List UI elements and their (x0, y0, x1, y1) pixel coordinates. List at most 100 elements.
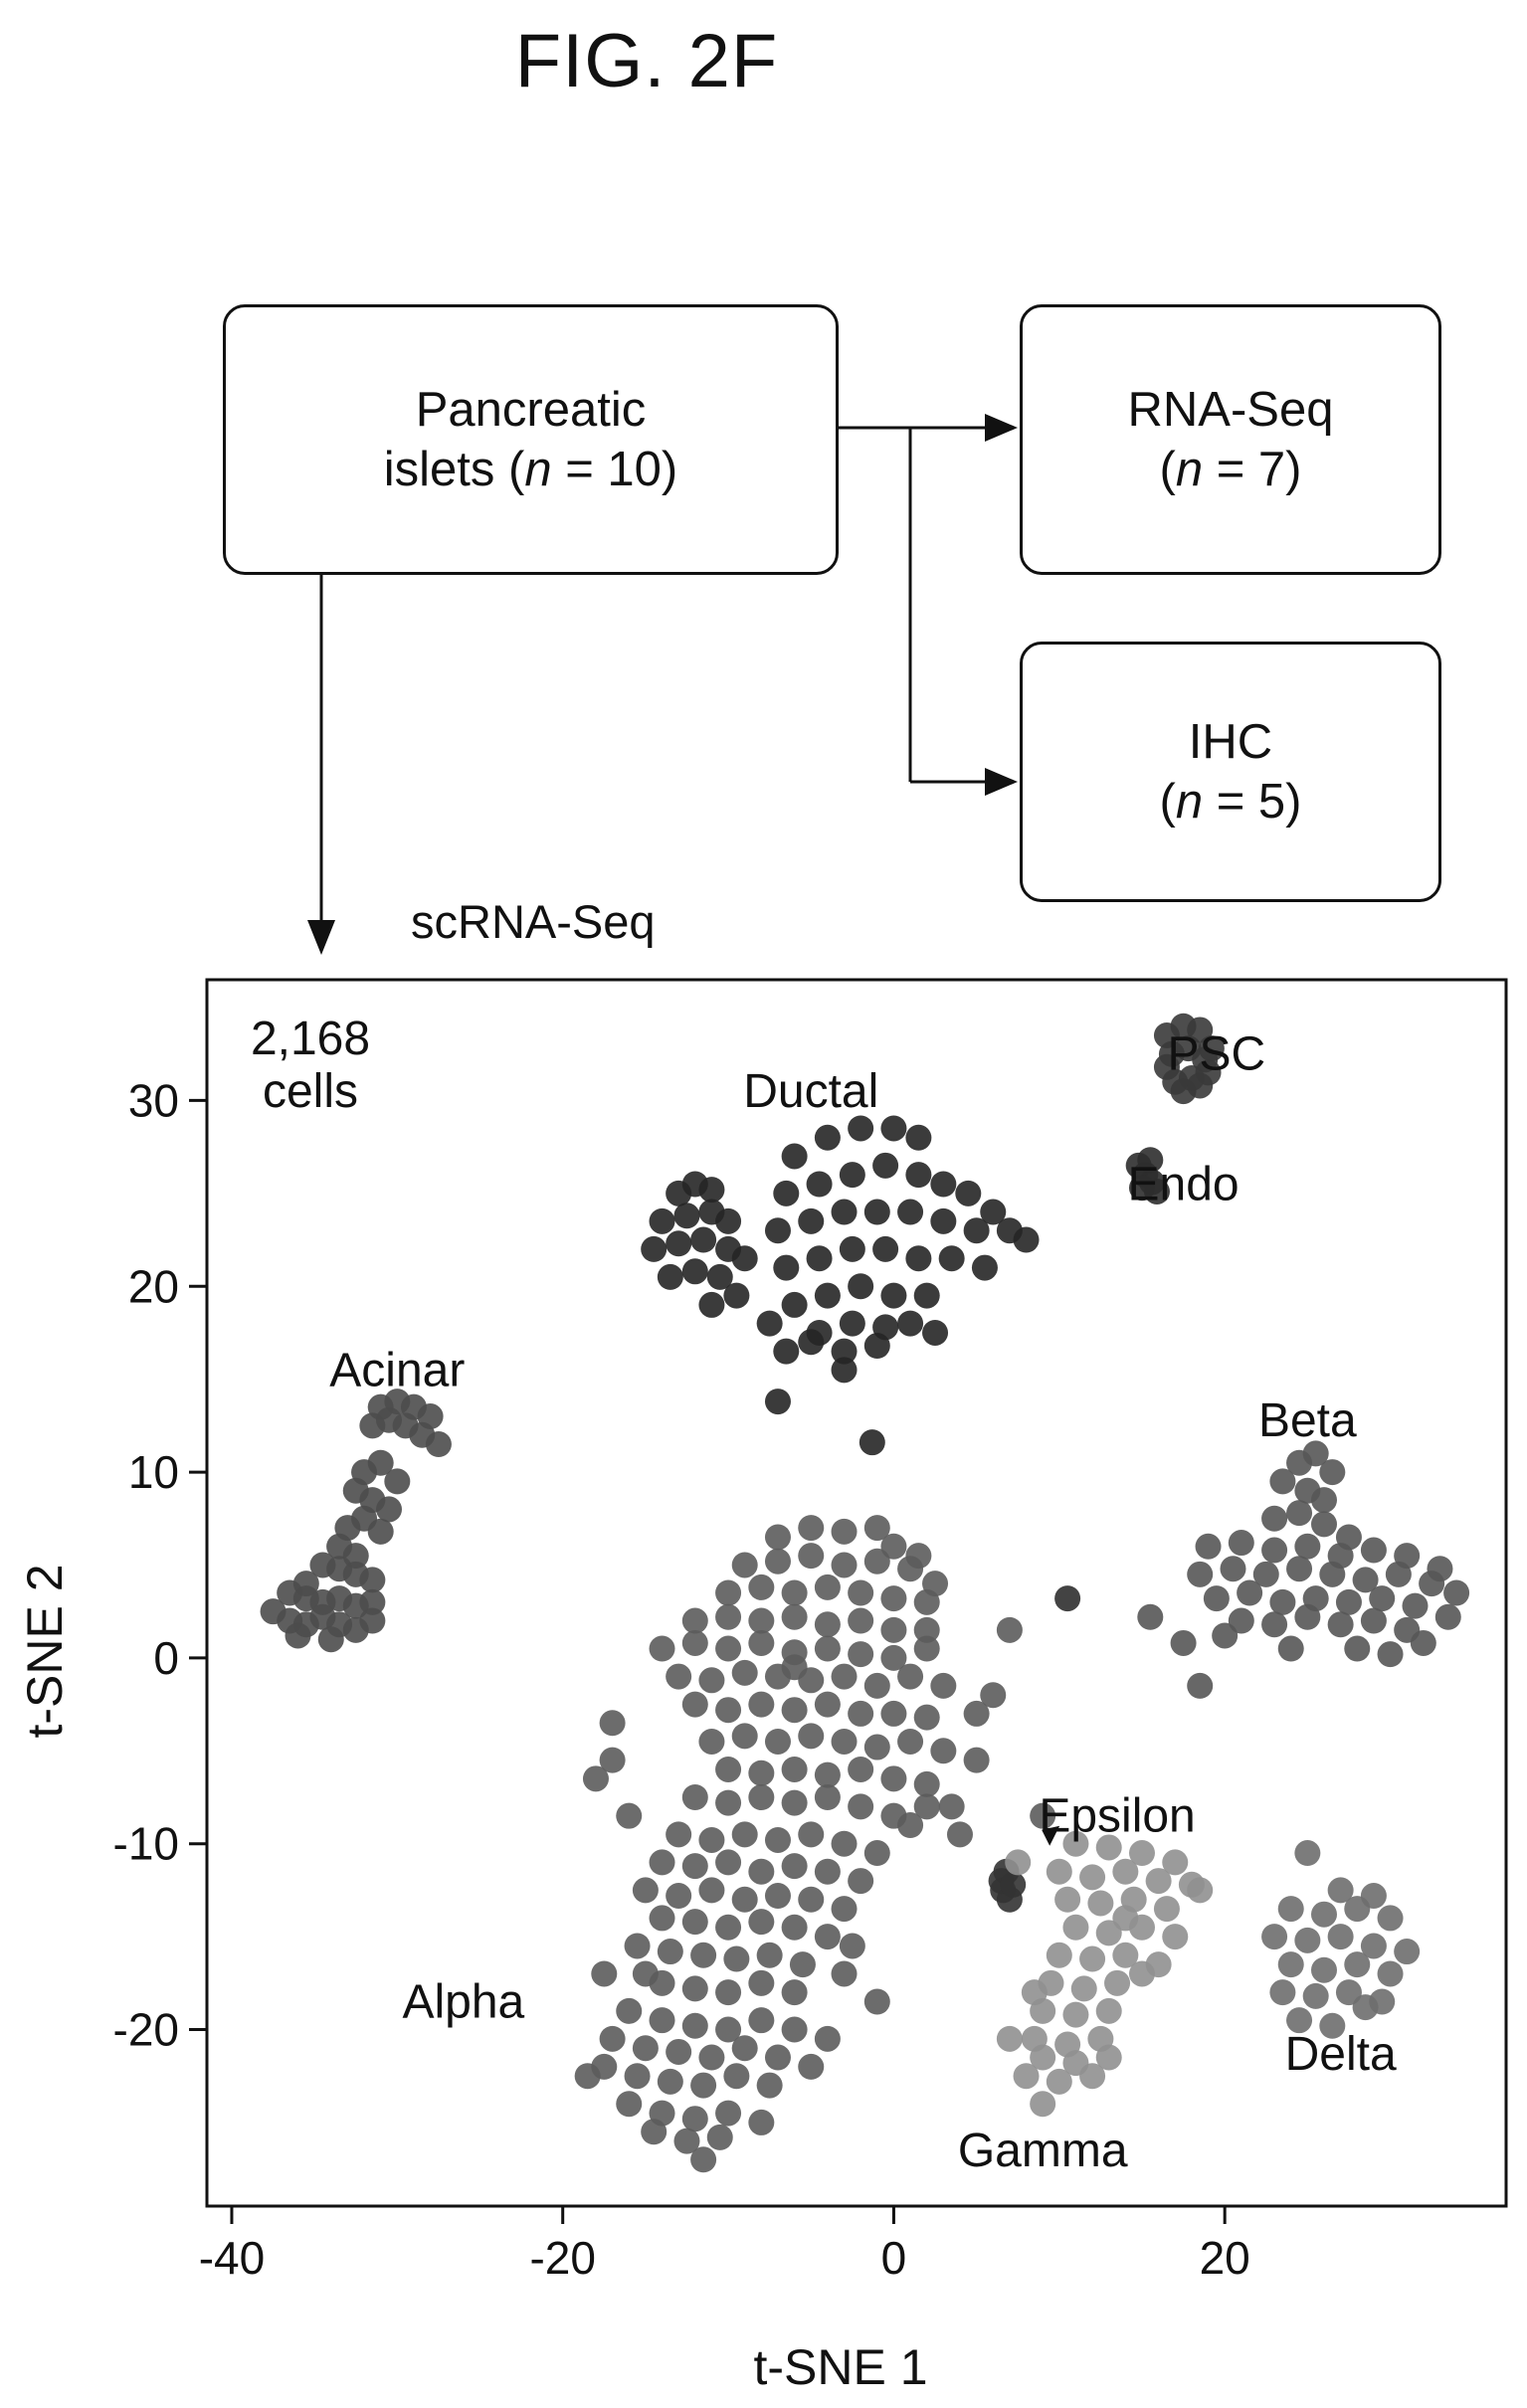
cell-point (1187, 1877, 1214, 1904)
cell-point (905, 1124, 932, 1151)
cell-point (1261, 1611, 1288, 1638)
cell-point (731, 1659, 758, 1686)
cell-point (632, 1877, 659, 1904)
target-box-ihc: IHC (n = 5) (1020, 642, 1441, 902)
cell-point (980, 1682, 1007, 1709)
cell-point (706, 2124, 733, 2150)
y-axis-label: t-SNE 2 (17, 1564, 73, 1738)
cluster-beta (1137, 1440, 1470, 1699)
cell-point (624, 1933, 651, 1959)
cell-point (616, 1997, 643, 2024)
cell-point (764, 2044, 791, 2071)
cell-point (624, 2063, 651, 2090)
cluster-label-epsilon: Epsilon (1039, 1790, 1195, 1843)
cell-point (756, 1310, 783, 1337)
cell-point (425, 1431, 452, 1458)
cluster-label-beta: Beta (1258, 1394, 1357, 1447)
cell-point (599, 1710, 626, 1737)
cell-point (1095, 1834, 1122, 1861)
cell-point (1294, 1533, 1321, 1560)
cell-point (814, 1691, 841, 1718)
cell-point (880, 1700, 907, 1727)
cell-point (657, 1939, 683, 1965)
cell-point (1195, 1533, 1222, 1560)
cell-point (880, 1282, 907, 1309)
cell-point (955, 1180, 982, 1206)
cell-point (666, 1663, 692, 1690)
cell-point (913, 1282, 940, 1309)
cell-point (1269, 1468, 1296, 1495)
cell-point (1369, 1585, 1396, 1612)
cell-point (673, 2128, 700, 2154)
cell-point (1198, 1035, 1225, 1062)
cell-point (649, 1207, 675, 1234)
x-tick-label: 0 (881, 2232, 907, 2284)
y-tick-label: 30 (128, 1074, 179, 1126)
cell-point (715, 1756, 742, 1782)
cell-point (715, 1849, 742, 1876)
cell-point (905, 1162, 932, 1189)
cell-point (1162, 1849, 1189, 1876)
cell-point (764, 1389, 791, 1415)
cell-point (731, 1245, 758, 1272)
cell-point (599, 1747, 626, 1773)
cell-point (848, 1641, 874, 1668)
cell-point (641, 1235, 668, 1262)
cell-point (1302, 1982, 1329, 2009)
cell-point (764, 1728, 791, 1755)
cell-point (1360, 1537, 1387, 1564)
cell-point (880, 1765, 907, 1792)
cell-point (681, 1975, 708, 2002)
y-tick-label: -10 (113, 1818, 179, 1870)
cell-point (1030, 2091, 1056, 2118)
cell-point (690, 1226, 717, 1253)
cell-point (698, 2044, 725, 2071)
cell-point (863, 1672, 890, 1699)
cell-point (698, 1877, 725, 1904)
cluster-endo (1125, 1147, 1170, 1204)
cell-point (848, 1756, 874, 1782)
cell-point (831, 1728, 858, 1755)
cell-point (1360, 1607, 1387, 1634)
cell-point (681, 1909, 708, 1936)
cell-point (1046, 1942, 1072, 1968)
cell-point (649, 1635, 675, 1662)
cell-point (698, 1667, 725, 1694)
cell-point (980, 1199, 1007, 1225)
cell-point (872, 1152, 899, 1179)
plot-frame (205, 978, 1508, 2208)
cell-point (905, 1245, 932, 1272)
scatter-points (260, 1013, 1470, 2173)
cell-point (698, 1291, 725, 1318)
source-box-pancreatic-islets: Pancreatic islets (n = 10) (223, 304, 839, 575)
cell-point (814, 1282, 841, 1309)
cell-point (831, 1896, 858, 1923)
cell-point (748, 2109, 775, 2135)
cell-point (1203, 1585, 1230, 1612)
cell-point (938, 1793, 965, 1820)
cell-point (715, 2100, 742, 2127)
cell-point (367, 1518, 394, 1545)
cell-point (748, 1760, 775, 1786)
cell-point (1277, 1951, 1304, 1978)
cell-point (1000, 1871, 1027, 1898)
cell-point (789, 1951, 816, 1978)
cluster-label-endo: Endo (1128, 1159, 1240, 1211)
cluster-psc (1153, 1013, 1225, 1105)
arrowhead-ihc (985, 768, 1018, 796)
cell-point (1385, 1561, 1412, 1587)
cell-point (831, 1357, 858, 1384)
cell-point (848, 1115, 874, 1142)
cell-point (681, 1784, 708, 1810)
cell-point (681, 1853, 708, 1880)
x-tick-label: -20 (529, 2232, 595, 2284)
cell-point (1153, 1053, 1180, 1080)
cell-point (764, 1524, 791, 1551)
arrowhead-scrna (307, 920, 335, 955)
cell-point (848, 1579, 874, 1606)
cluster-alpha (574, 1515, 1056, 2173)
cell-point (681, 1629, 708, 1656)
cell-point (996, 1616, 1023, 1643)
cell-point (831, 1552, 858, 1578)
cell-point (913, 1770, 940, 1797)
